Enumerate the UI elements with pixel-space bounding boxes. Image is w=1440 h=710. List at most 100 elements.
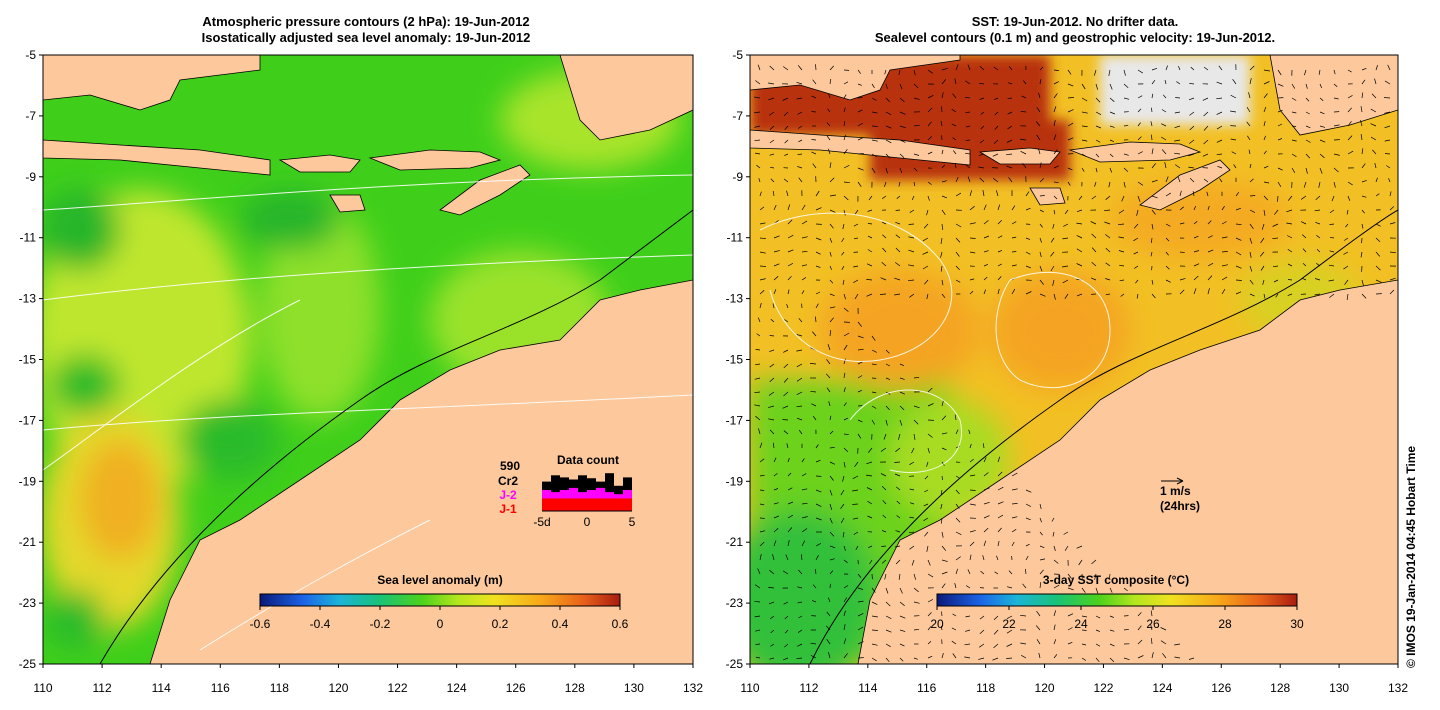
velocity-arrow bbox=[1206, 191, 1209, 197]
velocity-arrow bbox=[782, 66, 789, 71]
velocity-arrow bbox=[857, 389, 863, 393]
velocity-arrow bbox=[1389, 289, 1395, 295]
velocity-arrow bbox=[1249, 209, 1256, 213]
right-y-axis: -5 -7 -9 -11 -13 -15 -17 -19 -21 -23 -25 bbox=[726, 48, 750, 671]
bar-j1 bbox=[578, 498, 587, 511]
velocity-arrow bbox=[1216, 125, 1223, 130]
velocity-arrow bbox=[1052, 223, 1055, 229]
velocity-arrow bbox=[1095, 97, 1101, 103]
velocity-arrow bbox=[798, 615, 803, 619]
velocity-arrow bbox=[1207, 235, 1213, 239]
velocity-arrow bbox=[1094, 181, 1097, 187]
velocity-arrow bbox=[940, 251, 943, 258]
velocity-arrow bbox=[783, 349, 789, 353]
velocity-arrow bbox=[955, 489, 960, 495]
velocity-arrow bbox=[1346, 209, 1349, 215]
velocity-arrow bbox=[1361, 195, 1367, 198]
velocity-arrow bbox=[1174, 656, 1181, 659]
velocity-arrow bbox=[1095, 587, 1099, 594]
velocity-arrow bbox=[881, 530, 887, 533]
velocity-arrow bbox=[759, 458, 765, 463]
velocity-arrow bbox=[759, 222, 766, 225]
velocity-arrow bbox=[1151, 223, 1154, 230]
velocity-arrow bbox=[1318, 181, 1321, 188]
velocity-arrow bbox=[1025, 191, 1030, 197]
velocity-arrow bbox=[1053, 545, 1056, 551]
velocity-arrow bbox=[996, 555, 999, 561]
velocity-arrow bbox=[1165, 279, 1171, 283]
velocity-arrow bbox=[955, 64, 959, 71]
velocity-arrow bbox=[1190, 66, 1195, 71]
velocity-arrow bbox=[1150, 121, 1153, 127]
velocity-arrow bbox=[1039, 558, 1046, 561]
velocity-arrow bbox=[1179, 206, 1184, 211]
left-title-line1: Atmospheric pressure contours (2 hPa): 1… bbox=[202, 14, 529, 29]
velocity-arrow bbox=[829, 461, 835, 465]
velocity-arrow bbox=[885, 153, 891, 159]
velocity-arrow bbox=[941, 611, 943, 617]
velocity-arrow bbox=[1383, 97, 1391, 99]
velocity-arrow bbox=[885, 363, 890, 367]
velocity-arrow bbox=[941, 293, 946, 299]
velocity-arrow bbox=[857, 69, 861, 74]
velocity-arrow bbox=[1036, 610, 1041, 617]
velocity-arrow bbox=[759, 302, 762, 309]
velocity-arrow bbox=[1039, 569, 1044, 575]
velocity-arrow bbox=[994, 125, 999, 130]
velocity-arrow bbox=[829, 237, 833, 243]
velocity-arrow bbox=[979, 643, 985, 648]
velocity-arrow bbox=[979, 66, 985, 71]
velocity-arrow bbox=[941, 106, 943, 113]
velocity-arrow bbox=[1375, 64, 1378, 71]
velocity-arrow bbox=[913, 181, 916, 187]
velocity-arrow bbox=[1361, 209, 1365, 214]
velocity-arrow bbox=[1150, 251, 1153, 257]
right-ytick-label: -23 bbox=[726, 596, 744, 610]
velocity-arrow bbox=[1203, 139, 1209, 145]
velocity-arrow bbox=[783, 657, 789, 661]
velocity-arrow bbox=[829, 306, 836, 309]
left-x-axis: 110 112 114 116 118 120 122 124 126 128 130 132 bbox=[33, 664, 703, 695]
velocity-arrow bbox=[1165, 237, 1170, 242]
velocity-arrow bbox=[983, 487, 990, 491]
velocity-arrow bbox=[911, 447, 915, 454]
velocity-arrow bbox=[841, 237, 845, 243]
velocity-arrow bbox=[1375, 279, 1382, 283]
velocity-arrow bbox=[1151, 279, 1154, 285]
velocity-arrow bbox=[801, 458, 805, 463]
velocity-arrow bbox=[1067, 83, 1074, 87]
velocity-arrow bbox=[1249, 65, 1255, 71]
velocity-arrow bbox=[1109, 657, 1115, 663]
velocity-arrow bbox=[857, 97, 863, 99]
velocity-arrow bbox=[769, 153, 775, 156]
velocity-arrow bbox=[871, 601, 878, 605]
velocity-arrow bbox=[782, 97, 789, 101]
velocity-arrow bbox=[882, 247, 887, 253]
sst-colorbar-title: 3-day SST composite (°C) bbox=[1043, 573, 1189, 587]
velocity-arrow bbox=[797, 166, 803, 169]
velocity-arrow bbox=[1151, 93, 1154, 99]
velocity-arrow bbox=[913, 601, 920, 604]
velocity-arrow bbox=[911, 559, 915, 566]
colorbar-tick-label: 30 bbox=[1290, 617, 1304, 631]
velocity-arrow bbox=[815, 64, 817, 71]
velocity-arrow bbox=[1230, 110, 1237, 113]
velocity-arrow bbox=[997, 486, 1004, 491]
velocity-arrow bbox=[895, 486, 901, 491]
velocity-arrow bbox=[843, 624, 846, 631]
velocity-arrow bbox=[955, 503, 960, 509]
velocity-arrow bbox=[770, 178, 775, 183]
velocity-arrow bbox=[1081, 657, 1086, 661]
velocity-arrow bbox=[796, 405, 803, 408]
velocity-arrow bbox=[1274, 209, 1279, 215]
velocity-arrow bbox=[885, 139, 892, 144]
velocity-arrow bbox=[814, 569, 817, 575]
velocity-arrow bbox=[756, 333, 761, 337]
velocity-arrow bbox=[1389, 222, 1396, 225]
velocity-arrow bbox=[772, 303, 775, 309]
velocity-arrow bbox=[1039, 79, 1042, 85]
velocity-arrow bbox=[969, 251, 976, 254]
velocity-arrow bbox=[1006, 615, 1013, 620]
velocity-arrow bbox=[811, 95, 817, 99]
velocity-arrow bbox=[1133, 251, 1139, 255]
